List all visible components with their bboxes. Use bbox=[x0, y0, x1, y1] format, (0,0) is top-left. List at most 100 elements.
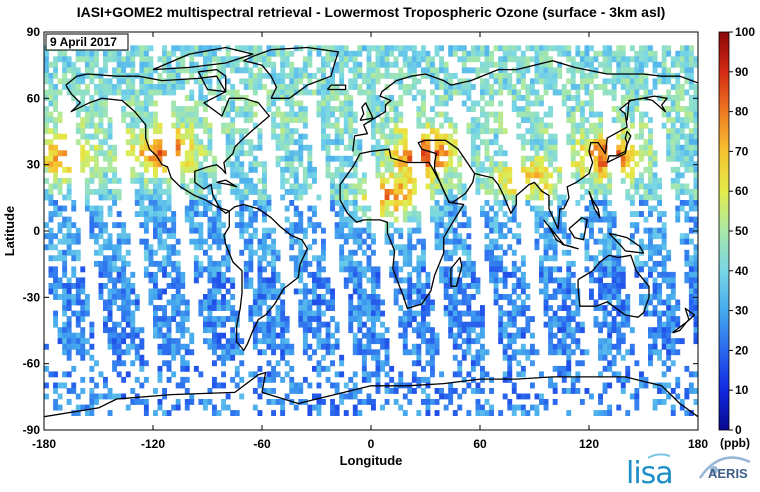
ozone-pixel bbox=[166, 349, 172, 356]
ozone-pixel bbox=[162, 310, 167, 317]
ozone-pixel bbox=[271, 321, 276, 328]
ozone-pixel bbox=[520, 161, 526, 168]
ozone-pixel bbox=[184, 183, 190, 190]
ozone-pixel bbox=[116, 233, 122, 240]
ozone-pixel bbox=[125, 294, 131, 300]
ozone-pixel bbox=[679, 205, 685, 212]
ozone-pixel bbox=[298, 288, 304, 295]
ozone-pixel bbox=[480, 205, 485, 212]
ozone-pixel bbox=[684, 45, 690, 52]
ozone-pixel bbox=[271, 249, 276, 256]
ozone-pixel bbox=[484, 144, 490, 151]
ozone-pixel bbox=[684, 277, 690, 284]
ozone-pixel bbox=[661, 382, 667, 389]
ozone-pixel bbox=[302, 89, 308, 96]
ozone-pixel bbox=[357, 260, 363, 267]
ozone-pixel bbox=[530, 161, 535, 168]
ozone-pixel bbox=[557, 288, 563, 295]
ozone-pixel bbox=[489, 95, 494, 101]
ozone-pixel bbox=[125, 349, 131, 356]
ozone-pixel bbox=[380, 144, 385, 151]
ozone-pixel bbox=[684, 122, 690, 129]
ozone-pixel bbox=[157, 183, 163, 190]
ozone-pixel bbox=[602, 56, 608, 63]
ozone-pixel bbox=[284, 360, 290, 367]
ozone-pixel bbox=[393, 294, 399, 300]
ozone-pixel bbox=[607, 172, 613, 179]
ozone-pixel bbox=[530, 117, 535, 123]
ozone-pixel bbox=[307, 155, 313, 162]
ozone-pixel bbox=[302, 117, 308, 123]
ozone-pixel bbox=[94, 205, 99, 212]
ozone-pixel bbox=[411, 56, 417, 63]
ozone-pixel bbox=[66, 305, 72, 311]
ozone-pixel bbox=[252, 183, 258, 190]
ozone-pixel bbox=[189, 95, 195, 101]
ozone-pixel bbox=[502, 266, 508, 273]
ozone-pixel bbox=[239, 200, 245, 206]
ozone-pixel bbox=[616, 376, 622, 383]
ozone-pixel bbox=[593, 316, 599, 322]
ozone-pixel bbox=[112, 365, 117, 372]
ozone-pixel bbox=[484, 150, 490, 157]
ozone-pixel bbox=[489, 266, 494, 273]
ozone-pixel bbox=[348, 128, 354, 135]
ozone-pixel bbox=[125, 283, 131, 289]
ozone-pixel bbox=[448, 177, 454, 184]
ozone-pixel bbox=[439, 266, 444, 273]
ozone-pixel bbox=[348, 200, 354, 206]
ozone-pixel bbox=[162, 338, 167, 345]
ozone-pixel bbox=[143, 89, 149, 96]
ozone-pixel bbox=[452, 50, 458, 57]
ozone-pixel bbox=[502, 150, 508, 157]
ozone-pixel bbox=[184, 95, 190, 101]
ozone-pixel bbox=[271, 316, 276, 322]
ozone-pixel bbox=[452, 150, 458, 157]
ozone-pixel bbox=[98, 216, 104, 223]
ozone-pixel bbox=[589, 150, 594, 157]
ozone-pixel bbox=[525, 100, 531, 107]
ozone-pixel bbox=[203, 72, 208, 79]
ozone-pixel bbox=[543, 288, 549, 295]
ozone-pixel bbox=[480, 305, 485, 311]
ozone-pixel bbox=[607, 249, 613, 256]
ozone-pixel bbox=[384, 354, 390, 361]
ozone-pixel bbox=[648, 310, 653, 317]
ozone-pixel bbox=[53, 72, 58, 79]
ozone-pixel bbox=[302, 310, 308, 317]
ozone-pixel bbox=[566, 288, 572, 295]
ozone-pixel bbox=[661, 371, 667, 378]
ozone-pixel bbox=[639, 172, 644, 179]
ozone-pixel bbox=[666, 45, 672, 52]
ozone-pixel bbox=[439, 67, 444, 74]
ozone-pixel bbox=[611, 327, 617, 334]
ozone-pixel bbox=[461, 283, 467, 289]
ozone-pixel bbox=[380, 299, 385, 306]
ozone-pixel bbox=[271, 260, 276, 267]
ozone-pixel bbox=[375, 172, 381, 179]
ozone-pixel bbox=[121, 299, 127, 306]
ozone-pixel bbox=[670, 288, 676, 295]
ozone-pixel bbox=[393, 266, 399, 273]
ozone-pixel bbox=[234, 410, 240, 416]
ozone-pixel bbox=[262, 172, 267, 179]
ozone-pixel bbox=[511, 84, 517, 90]
ozone-pixel bbox=[434, 144, 440, 151]
ozone-pixel bbox=[180, 172, 186, 179]
ozone-pixel bbox=[679, 95, 685, 101]
ozone-pixel bbox=[507, 316, 513, 322]
ozone-pixel bbox=[302, 349, 308, 356]
ozone-pixel bbox=[393, 100, 399, 107]
ozone-pixel bbox=[166, 321, 172, 328]
ozone-pixel bbox=[57, 117, 63, 123]
ozone-pixel bbox=[389, 211, 395, 217]
ozone-pixel bbox=[121, 255, 127, 262]
ozone-pixel bbox=[239, 128, 245, 135]
ozone-pixel bbox=[352, 166, 358, 173]
ozone-pixel bbox=[620, 95, 626, 101]
ozone-pixel bbox=[498, 67, 504, 74]
ozone-pixel bbox=[225, 338, 231, 345]
ozone-pixel bbox=[484, 122, 490, 129]
ozone-pixel bbox=[212, 177, 217, 184]
ozone-pixel bbox=[357, 321, 363, 328]
